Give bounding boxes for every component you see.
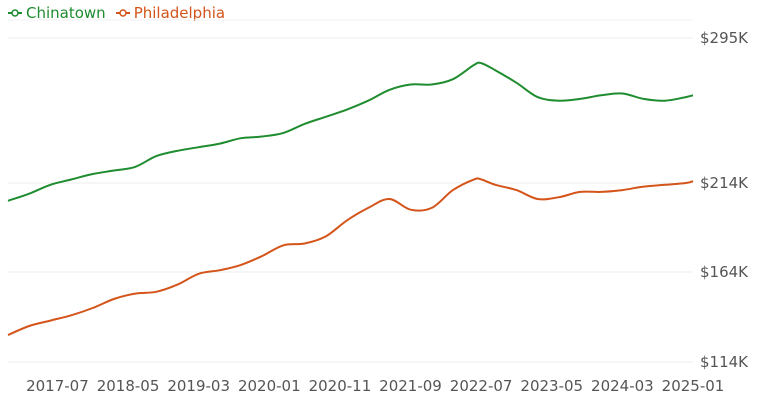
- legend-line-icon: [8, 9, 22, 17]
- x-tick-label-9: 2025-01: [662, 377, 725, 395]
- legend-label-chinatown: Chinatown: [26, 4, 106, 22]
- legend-line-icon: [115, 9, 130, 17]
- x-tick-label-4: 2020-11: [309, 377, 372, 395]
- series-line-chinatown: [7, 61, 694, 202]
- legend-label-philadelphia: Philadelphia: [133, 4, 226, 22]
- x-tick-label-5: 2021-09: [379, 377, 442, 395]
- y-tick-label-1: $164K: [700, 263, 749, 281]
- x-tick-label-2: 2019-03: [167, 377, 230, 395]
- y-tick-label-2: $214K: [700, 174, 749, 192]
- series-line-philadelphia: [7, 177, 694, 336]
- x-tick-label-1: 2018-05: [97, 377, 160, 395]
- legend-item-chinatown[interactable]: Chinatown: [8, 4, 106, 22]
- legend-item-philadelphia[interactable]: Philadelphia: [115, 4, 226, 22]
- y-tick-label-3: $295K: [700, 29, 749, 47]
- x-tick-label-6: 2022-07: [450, 377, 513, 395]
- x-tick-label-0: 2017-07: [26, 377, 89, 395]
- x-tick-label-8: 2024-03: [591, 377, 654, 395]
- x-tick-label-3: 2020-01: [238, 377, 301, 395]
- y-tick-label-0: $114K: [700, 353, 749, 371]
- x-tick-label-7: 2023-05: [520, 377, 583, 395]
- legend: Chinatown Philadelphia: [8, 4, 225, 22]
